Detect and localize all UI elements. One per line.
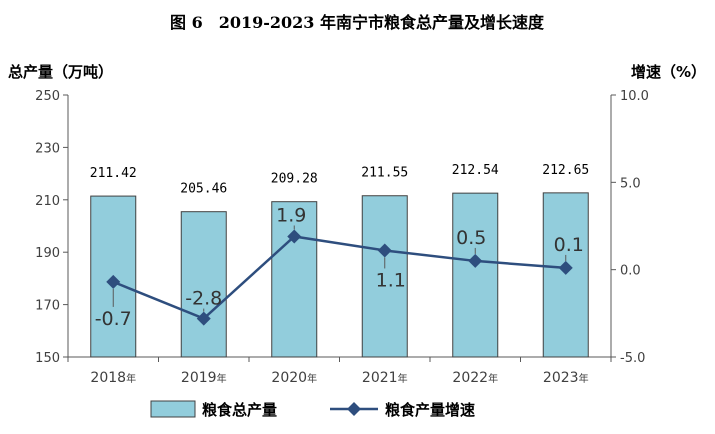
bar-value-label: 212.54 bbox=[452, 163, 499, 178]
growth-value-label: -0.7 bbox=[95, 308, 132, 330]
legend-label-line: 粮食产量增速 bbox=[385, 401, 475, 419]
growth-point bbox=[196, 311, 211, 326]
y-tick-label-left: 250 bbox=[35, 89, 60, 104]
growth-point bbox=[287, 229, 302, 244]
growth-value-label: -2.8 bbox=[185, 288, 222, 310]
y-tick-label-left: 150 bbox=[35, 351, 60, 366]
growth-line bbox=[112, 235, 566, 321]
y-tick-label-right: -5.0 bbox=[620, 351, 645, 366]
bar-value-label: 212.65 bbox=[542, 163, 589, 178]
y-tick-label-left: 230 bbox=[35, 141, 60, 156]
plot-area: 150 170 190 210 230 250 -5.0 0.0 5.0 10.0 2018年 201… bbox=[35, 89, 649, 386]
x-tick-label: 2023年 bbox=[543, 370, 589, 386]
growth-value-label: 0.5 bbox=[456, 227, 486, 249]
legend-swatch-marker bbox=[347, 402, 361, 416]
growth-point bbox=[377, 243, 392, 258]
bar-value-label: 205.46 bbox=[180, 182, 227, 197]
legend-label-bar: 粮食总产量 bbox=[202, 401, 277, 419]
y-tick-label-left: 190 bbox=[35, 246, 60, 261]
bar-value-label: 209.28 bbox=[271, 172, 318, 187]
growth-value-label: 1.1 bbox=[376, 269, 406, 291]
legend-swatch-bar bbox=[150, 400, 196, 418]
chart-title: 图 6 2019-2023 年南宁市粮食总产量及增长速度 bbox=[170, 13, 545, 32]
growth-point bbox=[106, 274, 121, 289]
bar bbox=[542, 192, 589, 358]
x-tick-label: 2021年 bbox=[362, 370, 408, 386]
bar bbox=[361, 195, 408, 358]
y-tick-label-right: 5.0 bbox=[620, 176, 641, 191]
bar-value-label: 211.55 bbox=[361, 166, 408, 181]
growth-point bbox=[558, 260, 573, 275]
y-axis-label-right: 增速（%） bbox=[631, 63, 706, 81]
x-tick-label: 2019年 bbox=[181, 370, 227, 386]
y-tick-label-left: 210 bbox=[35, 194, 60, 209]
y-axis-label-left: 总产量（万吨） bbox=[8, 63, 113, 81]
growth-value-label: 1.9 bbox=[276, 204, 306, 226]
y-tick-label-left: 170 bbox=[35, 299, 60, 314]
x-tick-label: 2022年 bbox=[452, 370, 498, 386]
bar-value-label: 211.42 bbox=[90, 166, 137, 181]
growth-point bbox=[468, 253, 483, 268]
growth-value-label: 0.1 bbox=[554, 234, 584, 256]
y-tick-label-right: 0.0 bbox=[620, 264, 641, 279]
y-tick-label-right: 10.0 bbox=[620, 89, 649, 104]
bar bbox=[452, 192, 499, 358]
bar bbox=[180, 211, 227, 358]
legend: 粮食总产量 粮食产量增速 bbox=[150, 400, 475, 419]
x-tick-label: 2020年 bbox=[271, 370, 317, 386]
x-tick-label: 2018年 bbox=[90, 370, 136, 386]
